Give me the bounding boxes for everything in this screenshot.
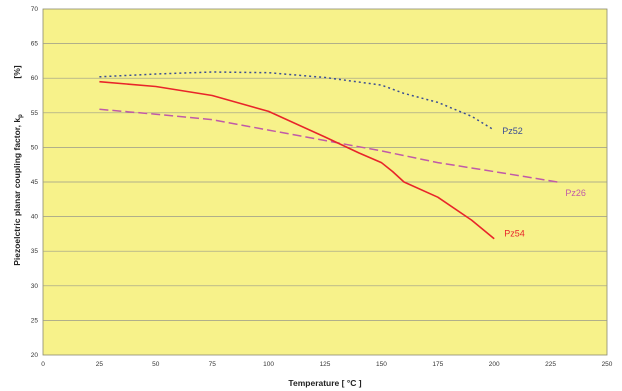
series-labels: Pz52 Pz26 Pz54	[502, 126, 586, 239]
series-line-pz52	[99, 71, 495, 131]
series-label-pz54: Pz54	[504, 229, 525, 239]
x-tick-label: 0	[41, 361, 45, 368]
y-axis-title-unit: [%]	[12, 65, 22, 78]
y-tick-label: 30	[31, 283, 39, 290]
x-tick-label: 200	[489, 361, 500, 368]
series-label-pz52: Pz52	[502, 126, 523, 136]
y-tick-label: 70	[31, 6, 39, 13]
y-axis-ticks: 20 25 30 35 40 45 50 55 60 65 70	[31, 6, 39, 359]
x-axis-title: Temperature [ °C ]	[288, 378, 361, 388]
x-tick-label: 75	[209, 361, 217, 368]
y-tick-label: 60	[31, 75, 39, 82]
series-line-pz54	[99, 80, 495, 240]
x-tick-label: 225	[545, 361, 556, 368]
svg-text:Piezoelctric planar coupling f: Piezoelctric planar coupling factor, kp	[12, 114, 24, 266]
x-axis-ticks: 0 25 50 75 100 125 150 175 200 225 250	[41, 361, 613, 368]
y-tick-label: 55	[31, 110, 39, 117]
y-tick-label: 65	[31, 41, 39, 48]
y-tick-label: 45	[31, 179, 39, 186]
x-tick-label: 50	[152, 361, 160, 368]
series-group	[99, 71, 558, 240]
y-axis-title-main: Piezoelctric planar coupling factor, k	[12, 118, 22, 266]
y-axis-title: Piezoelctric planar coupling factor, kp …	[12, 65, 24, 266]
series-label-pz26: Pz26	[565, 188, 586, 198]
y-tick-label: 40	[31, 214, 39, 221]
grid	[43, 43, 607, 321]
y-tick-label: 50	[31, 144, 39, 151]
y-tick-label: 35	[31, 248, 39, 255]
x-tick-label: 100	[263, 361, 274, 368]
x-tick-label: 250	[602, 361, 613, 368]
x-tick-label: 125	[320, 361, 331, 368]
y-axis-title-subscript: p	[18, 114, 24, 118]
series-line-pz26	[99, 108, 558, 183]
y-tick-label: 25	[31, 317, 39, 324]
x-tick-label: 175	[432, 361, 443, 368]
x-tick-label: 25	[96, 361, 104, 368]
x-tick-label: 150	[376, 361, 387, 368]
y-tick-label: 20	[31, 352, 39, 359]
